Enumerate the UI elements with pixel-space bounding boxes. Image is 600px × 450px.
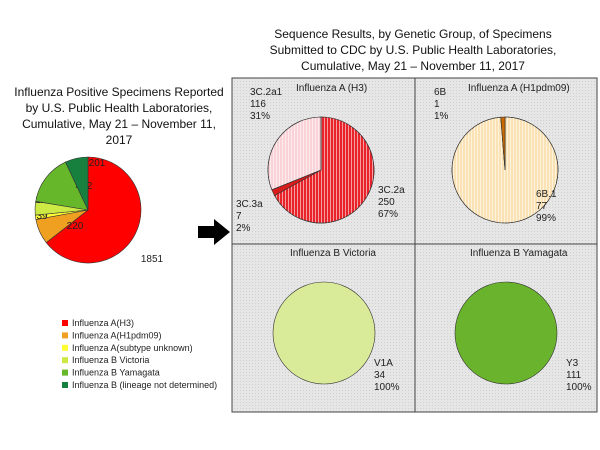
pie-title: Influenza B Victoria xyxy=(290,248,376,259)
data-label-line: 100% xyxy=(374,382,400,393)
data-label-line: 111 xyxy=(566,370,582,381)
data-label-line: 31% xyxy=(250,111,270,122)
data-label: 3C.3a 7 2% xyxy=(236,199,263,234)
left-title: Influenza Positive Specimens Reported by… xyxy=(14,85,224,147)
arrow xyxy=(198,219,230,245)
legend-label: Influenza A(subtype unknown) xyxy=(72,343,193,353)
data-label-line: V1A xyxy=(374,358,393,369)
pie-slice xyxy=(500,116,506,171)
right-title: Sequence Results, by Genetic Group, of S… xyxy=(269,27,557,73)
pie-title: Influenza A (H3) xyxy=(296,83,367,94)
legend-swatch xyxy=(62,344,68,351)
data-label-line: 1 xyxy=(434,99,440,110)
data-label-line: 3C.2a1 xyxy=(250,87,283,98)
legend-swatch xyxy=(62,382,68,388)
data-label-line: 77 xyxy=(536,201,548,212)
data-label: Y3 111 100% xyxy=(566,358,592,393)
pie-title: Influenza B Yamagata xyxy=(470,248,568,259)
data-label: 201 xyxy=(89,158,106,169)
pie-slice xyxy=(45,156,142,264)
pie-slice xyxy=(272,281,376,385)
legend-swatch xyxy=(62,332,68,339)
data-label-line: 6B.1 xyxy=(536,189,557,200)
data-label-line: 6B xyxy=(434,87,447,98)
legend-label: Influenza A(H1pdm09) xyxy=(72,330,162,340)
data-label: 39 xyxy=(36,211,48,222)
data-label: 220 xyxy=(67,221,84,232)
data-label-line: 34 xyxy=(374,370,386,381)
data-label-line: 3C.2a xyxy=(378,185,405,196)
plots: 185122039119442201Influenza A(H3)Influen… xyxy=(34,83,592,393)
data-label-line: Y3 xyxy=(566,358,579,369)
pie-hatch xyxy=(267,116,322,191)
data-label: 6B.1 77 99% xyxy=(536,189,557,224)
legend-swatch xyxy=(62,369,68,376)
data-label-line: 100% xyxy=(566,382,592,393)
data-label-line: 2% xyxy=(236,223,251,234)
pie-title: Influenza A (H1pdm09) xyxy=(468,83,570,94)
pie-slice xyxy=(65,156,89,211)
data-label-line: 116 xyxy=(250,99,266,110)
legend-swatch xyxy=(62,320,68,326)
legend-label: Influenza B (lineage not determined) xyxy=(72,380,217,390)
legend-label: Influenza B Victoria xyxy=(72,355,149,365)
data-label: 3C.2a 250 67% xyxy=(378,185,405,220)
data-label-line: 3C.3a xyxy=(236,199,263,210)
data-label: V1A 34 100% xyxy=(374,358,400,393)
data-label-line: 250 xyxy=(378,197,395,208)
pie-hatch xyxy=(274,116,375,224)
data-label-line: 1% xyxy=(434,111,449,122)
data-label: 3C.2a1 116 31% xyxy=(250,87,283,122)
data-label: 6B 1 1% xyxy=(434,87,449,122)
pie-slice xyxy=(454,281,558,385)
data-label-line: 67% xyxy=(378,209,398,220)
data-label: 1851 xyxy=(141,254,164,265)
data-label-line: 7 xyxy=(236,211,242,222)
legend-swatch xyxy=(62,357,68,364)
pie-slice xyxy=(35,161,89,211)
data-label-line: 99% xyxy=(536,213,556,224)
legend-label: Influenza B Yamagata xyxy=(72,368,160,378)
legend-label: Influenza A(H3) xyxy=(72,318,134,328)
